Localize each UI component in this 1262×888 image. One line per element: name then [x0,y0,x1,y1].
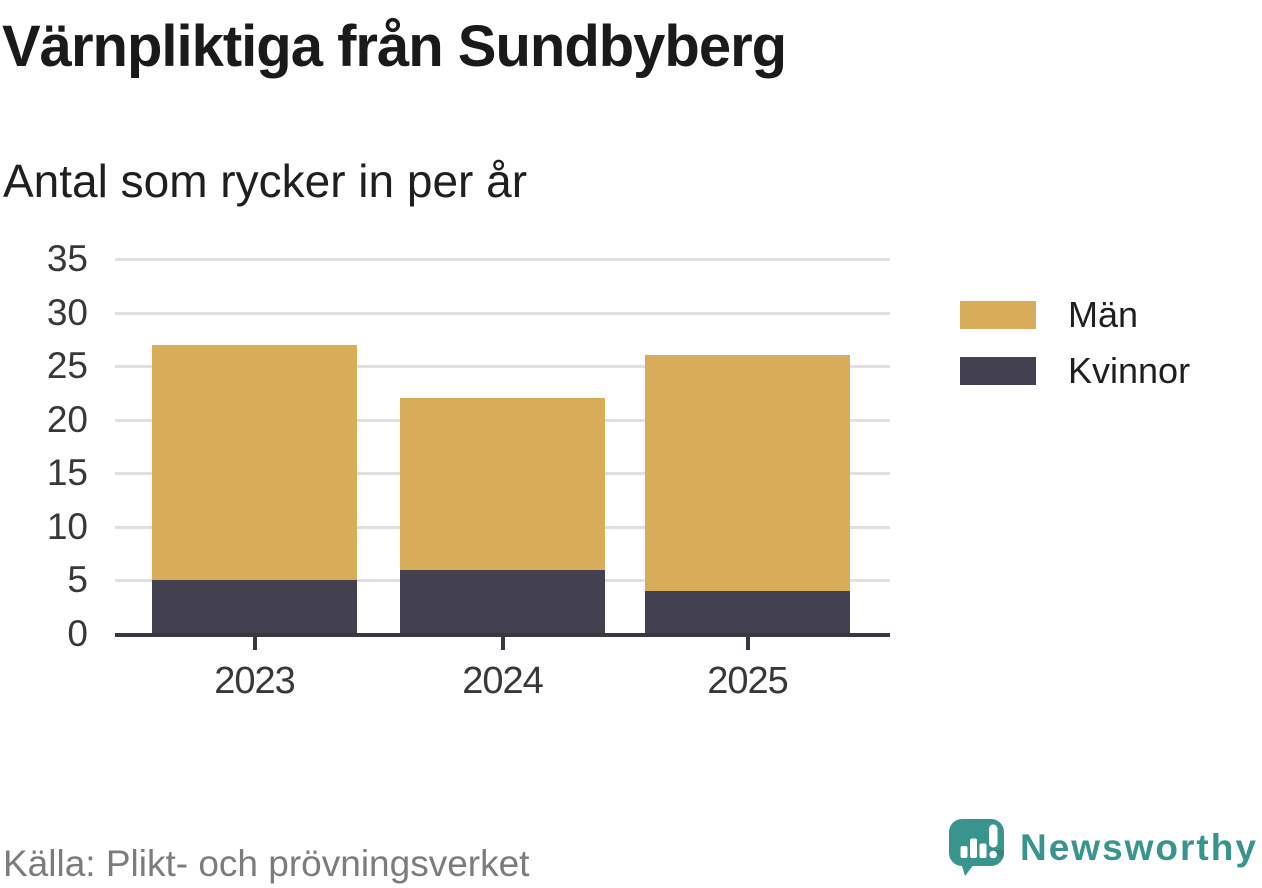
x-tick-label-2023: 2023 [214,660,296,702]
x-tick-2024 [500,637,505,650]
x-axis-line [115,633,890,637]
legend-item-kvinnor: Kvinnor [960,350,1190,391]
y-tick-label-5: 5 [67,559,88,601]
newsworthy-wordmark: Newsworthy [1020,826,1258,868]
gridline-30 [115,311,890,315]
chart-subtitle: Antal som rycker in per år [3,155,528,207]
chart-title: Värnpliktiga från Sundbyberg [2,14,787,79]
gridline-25 [115,365,890,369]
bar-segment-2023-Kvinnor [152,580,357,634]
brand-logo: Newsworthy [948,816,1258,878]
y-tick-label-35: 35 [46,238,88,279]
legend-swatch-kvinnor [960,357,1036,385]
legend-label-män: Män [1068,294,1139,335]
source-note: Källa: Plikt- och prövningsverket [3,843,530,884]
y-tick-label-10: 10 [46,505,88,547]
legend-swatch-män [960,301,1036,329]
x-tick-label-2025: 2025 [707,660,789,702]
x-tick-label-2024: 2024 [462,660,544,702]
bar-segment-2024-Kvinnor [400,569,605,634]
bar-segment-2025-Kvinnor [645,591,850,634]
legend: Män Kvinnor [960,294,1190,413]
y-tick-label-0: 0 [67,613,88,654]
bar-segment-2024-Män [400,398,605,570]
bar-segment-2023-Män [152,344,357,581]
x-tick-2025 [745,637,750,650]
x-tick-2023 [252,637,257,650]
legend-label-kvinnor: Kvinnor [1068,350,1191,391]
gridline-35 [115,258,890,261]
y-tick-label-30: 30 [46,291,88,333]
y-tick-label-15: 15 [46,452,88,494]
newsworthy-bubble-chart-icon [949,819,1004,876]
legend-item-män: Män [960,294,1190,335]
bar-segment-2025-Män [645,355,850,592]
y-tick-label-20: 20 [46,398,88,440]
y-tick-label-25: 25 [46,345,88,387]
